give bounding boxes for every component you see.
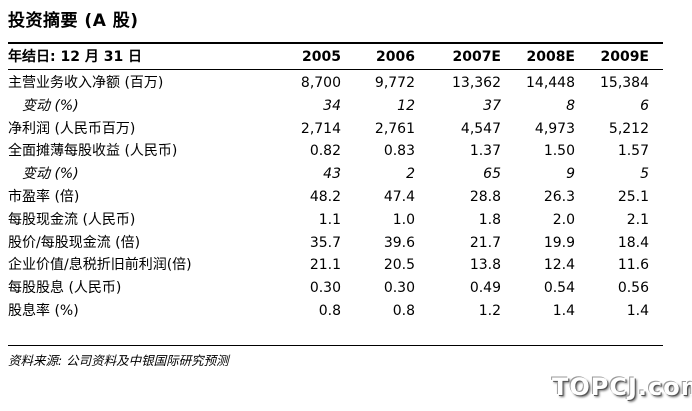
table-body: 主营业务收入净额 (百万) 8,700 9,772 13,362 14,448 15,38… bbox=[8, 72, 663, 323]
row-value: 1.50 bbox=[543, 143, 575, 160]
row-value: 0.30 bbox=[383, 280, 415, 297]
bottom-rule bbox=[8, 345, 663, 346]
row-value: 0.83 bbox=[383, 143, 415, 160]
row-value: 1.8 bbox=[478, 211, 501, 228]
row-value: 34 bbox=[323, 97, 341, 114]
row-value: 8 bbox=[566, 97, 575, 114]
header-year: 2009E bbox=[600, 49, 649, 65]
header-year: 2008E bbox=[526, 49, 575, 65]
table-row: 市盈率 (倍) 48.2 47.4 28.8 26.3 25.1 bbox=[8, 186, 663, 209]
row-value: 4,973 bbox=[534, 120, 575, 137]
row-value: 43 bbox=[323, 166, 341, 183]
top-rule bbox=[8, 42, 663, 44]
row-value: 25.1 bbox=[617, 188, 649, 205]
row-label: 全面摊薄每股收益 (人民币) bbox=[8, 143, 178, 160]
row-value: 21.7 bbox=[469, 234, 501, 251]
row-value: 0.8 bbox=[392, 302, 415, 319]
row-value: 6 bbox=[640, 97, 649, 114]
row-value: 18.4 bbox=[617, 234, 649, 251]
row-value: 2.1 bbox=[626, 211, 649, 228]
table-row: 变动 (%) 34 12 37 8 6 bbox=[8, 95, 663, 118]
row-value: 0.54 bbox=[543, 280, 575, 297]
row-label: 变动 (%) bbox=[22, 97, 79, 114]
row-value: 19.9 bbox=[543, 234, 575, 251]
row-value: 5 bbox=[640, 166, 649, 183]
row-value: 1.4 bbox=[626, 302, 649, 319]
row-value: 0.8 bbox=[318, 302, 341, 319]
table-row: 全面摊薄每股收益 (人民币) 0.82 0.83 1.37 1.50 1.57 bbox=[8, 140, 663, 163]
table-row: 每股现金流 (人民币) 1.1 1.0 1.8 2.0 2.1 bbox=[8, 209, 663, 232]
row-value: 39.6 bbox=[383, 234, 415, 251]
row-value: 47.4 bbox=[383, 188, 415, 205]
header-year: 2007E bbox=[452, 49, 501, 65]
row-value: 4,547 bbox=[460, 120, 501, 137]
row-value: 2,714 bbox=[300, 120, 341, 137]
watermark-logo: TOPCJ.com bbox=[552, 373, 692, 401]
table-row: 股息率 (%) 0.8 0.8 1.2 1.4 1.4 bbox=[8, 300, 663, 323]
header-rule bbox=[8, 69, 663, 70]
row-value: 5,212 bbox=[608, 120, 649, 137]
row-value: 0.56 bbox=[617, 280, 649, 297]
row-value: 9,772 bbox=[374, 75, 415, 91]
table-row: 每股股息 (人民币) 0.30 0.30 0.49 0.54 0.56 bbox=[8, 277, 663, 300]
table-header: 年结日: 12 月 31 日 2005 2006 2007E 2008E 200… bbox=[8, 46, 663, 68]
table-row: 变动 (%) 43 2 65 9 5 bbox=[8, 163, 663, 186]
row-value: 15,384 bbox=[600, 75, 649, 91]
row-label: 变动 (%) bbox=[22, 166, 79, 183]
row-value: 20.5 bbox=[383, 257, 415, 274]
row-label: 主营业务收入净额 (百万) bbox=[8, 75, 164, 91]
table-row: 股价/每股现金流 (倍) 35.7 39.6 21.7 19.9 18.4 bbox=[8, 232, 663, 255]
row-value: 26.3 bbox=[543, 188, 575, 205]
row-value: 48.2 bbox=[309, 188, 341, 205]
row-label: 净利润 (人民币百万) bbox=[8, 120, 136, 137]
row-value: 21.1 bbox=[309, 257, 341, 274]
row-value: 12.4 bbox=[543, 257, 575, 274]
header-label: 年结日: 12 月 31 日 bbox=[8, 49, 143, 65]
table-row: 净利润 (人民币百万) 2,714 2,761 4,547 4,973 5,212 bbox=[8, 118, 663, 141]
table-row: 企业价值/息税折旧前利润(倍) 21.1 20.5 13.8 12.4 11.6 bbox=[8, 254, 663, 277]
row-value: 1.0 bbox=[392, 211, 415, 228]
header-year: 2005 bbox=[302, 49, 341, 65]
row-value: 2.0 bbox=[552, 211, 575, 228]
row-label: 股价/每股现金流 (倍) bbox=[8, 234, 141, 251]
row-value: 13.8 bbox=[469, 257, 501, 274]
row-value: 65 bbox=[483, 166, 501, 183]
row-value: 2,761 bbox=[374, 120, 415, 137]
row-label: 每股股息 (人民币) bbox=[8, 280, 122, 297]
row-value: 0.49 bbox=[469, 280, 501, 297]
row-value: 35.7 bbox=[309, 234, 341, 251]
row-label: 市盈率 (倍) bbox=[8, 188, 80, 205]
row-value: 12 bbox=[397, 97, 415, 114]
header-year: 2006 bbox=[376, 49, 415, 65]
row-value: 9 bbox=[566, 166, 575, 183]
row-value: 0.30 bbox=[309, 280, 341, 297]
row-value: 11.6 bbox=[617, 257, 649, 274]
row-value: 0.82 bbox=[309, 143, 341, 160]
row-label: 每股现金流 (人民币) bbox=[8, 211, 136, 228]
table-title: 投资摘要 (A 股) bbox=[8, 11, 139, 31]
row-value: 2 bbox=[406, 166, 415, 183]
row-value: 1.37 bbox=[469, 143, 501, 160]
row-value: 1.4 bbox=[552, 302, 575, 319]
row-value: 1.1 bbox=[318, 211, 341, 228]
row-label: 股息率 (%) bbox=[8, 302, 79, 319]
source-note: 资料来源: 公司资料及中银国际研究预测 bbox=[8, 353, 229, 368]
row-value: 28.8 bbox=[469, 188, 501, 205]
row-value: 37 bbox=[483, 97, 501, 114]
row-value: 8,700 bbox=[300, 75, 341, 91]
row-value: 1.2 bbox=[478, 302, 501, 319]
row-value: 14,448 bbox=[526, 75, 575, 91]
row-value: 1.57 bbox=[617, 143, 649, 160]
table-row: 主营业务收入净额 (百万) 8,700 9,772 13,362 14,448 15,38… bbox=[8, 72, 663, 95]
row-label: 企业价值/息税折旧前利润(倍) bbox=[8, 257, 192, 274]
row-value: 13,362 bbox=[452, 75, 501, 91]
